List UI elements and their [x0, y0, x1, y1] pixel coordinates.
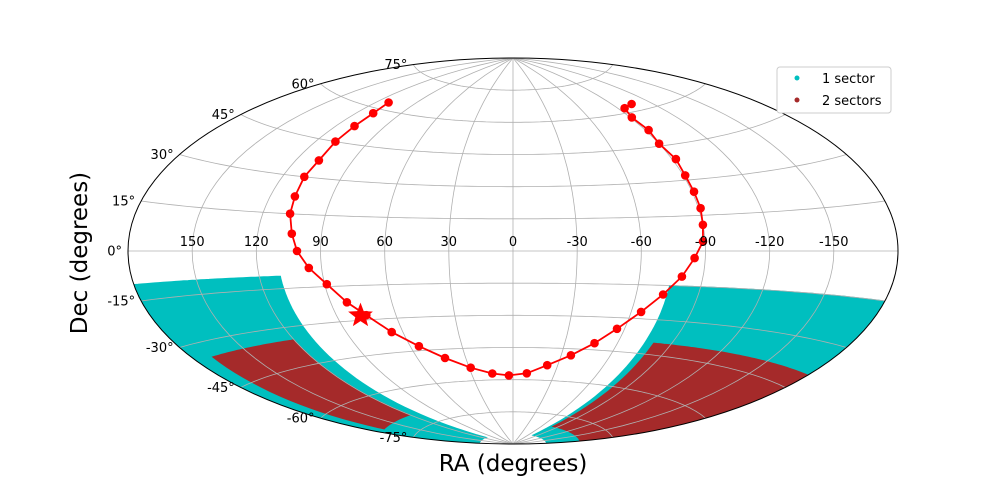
grid-meridian	[448, 58, 514, 444]
ra-tick-label: 0	[509, 235, 517, 250]
ecliptic-point	[440, 353, 450, 363]
ecliptic-point	[300, 172, 309, 182]
x-axis-label: RA (degrees)	[439, 451, 588, 477]
ecliptic-point	[627, 113, 637, 122]
ra-tick-label: -30	[567, 235, 588, 250]
dec-tick-label: 0°	[107, 245, 122, 260]
coverage-region-2-2	[551, 342, 809, 442]
ecliptic-point	[290, 192, 300, 201]
ecliptic-point	[590, 338, 599, 348]
ecliptic-point	[488, 369, 497, 378]
ecliptic-point	[696, 203, 705, 213]
ecliptic-point	[689, 187, 699, 196]
ecliptic-point	[644, 125, 653, 135]
ra-tick-label: -90	[695, 235, 716, 250]
ra-tick-label: 120	[244, 235, 269, 250]
ecliptic-path-layer	[285, 98, 708, 380]
grid-meridian	[191, 58, 514, 444]
ecliptic-point	[627, 99, 636, 109]
ecliptic-point	[671, 154, 681, 164]
ecliptic-point	[322, 279, 332, 289]
ecliptic-point	[368, 108, 378, 118]
ecliptic-point	[287, 229, 297, 238]
grid-meridian	[512, 58, 642, 444]
ecliptic-line	[289, 101, 704, 377]
ecliptic-point	[690, 253, 699, 263]
ecliptic-point	[654, 139, 664, 148]
ra-tick-label: -120	[755, 235, 785, 250]
ra-tick-label: 150	[180, 235, 205, 250]
ecliptic-point	[314, 156, 324, 165]
legend-marker-2-sectors	[794, 97, 800, 103]
ra-tick-label: -150	[819, 235, 849, 250]
ra-tick-label: 30	[441, 235, 458, 250]
dec-tick-label: 30°	[151, 148, 174, 163]
legend-frame	[776, 66, 892, 114]
ecliptic-point	[304, 263, 314, 273]
y-axis-label: Dec (degrees)	[67, 172, 93, 334]
ra-tick-label: -60	[631, 235, 652, 250]
ra-tick-label: 90	[312, 235, 329, 250]
grid-meridian	[320, 58, 514, 444]
ecliptic-point	[384, 98, 393, 107]
coverage-layer	[133, 275, 886, 444]
ecliptic-point	[387, 327, 397, 337]
grid-layer	[128, 58, 898, 444]
ecliptic-point	[466, 363, 476, 373]
dec-tick-label: 60°	[291, 77, 314, 92]
ecliptic-point	[342, 298, 352, 307]
dec-tick-label: -75°	[380, 431, 408, 446]
dec-tick-label: -60°	[287, 412, 315, 427]
legend: 1 sector 2 sectors	[776, 66, 892, 114]
ecliptic-point	[698, 237, 708, 246]
grid-meridian	[384, 58, 514, 444]
grid-meridian	[512, 58, 706, 444]
ra-tick-label: 60	[376, 235, 393, 250]
dec-tick-label: -15°	[107, 295, 135, 310]
ecliptic-point	[620, 103, 629, 113]
ecliptic-point	[350, 121, 359, 131]
ecliptic-point	[658, 290, 668, 299]
legend-marker-1-sector	[794, 75, 800, 81]
grid-meridian	[512, 58, 771, 444]
ecliptic-point	[292, 246, 302, 256]
ecliptic-point	[612, 324, 622, 334]
dec-tick-label: -45°	[207, 381, 235, 396]
plot-boundary	[127, 57, 899, 445]
ecliptic-point	[522, 369, 532, 378]
ecliptic-point	[698, 220, 708, 230]
ecliptic-point	[331, 137, 340, 146]
ecliptic-point	[285, 209, 295, 218]
dec-tick-label: 75°	[384, 58, 407, 73]
grid-meridian	[255, 58, 514, 444]
grid-meridian	[512, 58, 835, 444]
target-star-icon	[348, 302, 373, 327]
grid-meridian	[512, 58, 578, 444]
legend-label-1-sector: 1 sector	[822, 72, 875, 87]
ecliptic-point	[680, 171, 690, 180]
ecliptic-point	[504, 371, 514, 380]
ecliptic-point	[566, 351, 576, 360]
ecliptic-point	[542, 360, 552, 370]
dec-tick-label: 15°	[112, 195, 135, 210]
ecliptic-point	[677, 272, 687, 281]
legend-label-2-sectors: 2 sectors	[822, 94, 882, 109]
dec-tick-label: 45°	[212, 108, 235, 123]
ecliptic-point	[636, 307, 646, 317]
ticks-layer: 150 120 90 60 30 0 -30 -60 -90 -120 -150 -75° -60° -4…	[107, 58, 848, 446]
dec-tick-label: -30°	[146, 341, 174, 356]
ecliptic-point	[414, 341, 424, 351]
